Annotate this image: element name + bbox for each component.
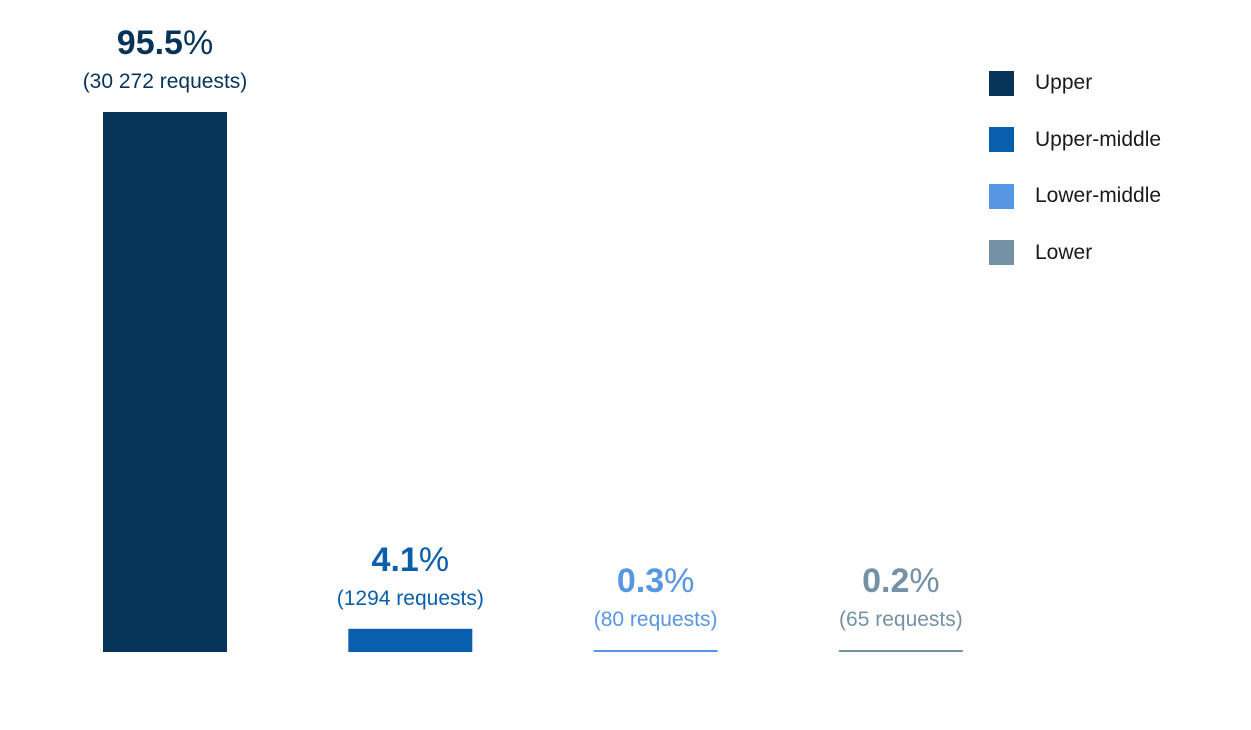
bar-upper bbox=[103, 112, 227, 652]
legend-item-lower: Lower bbox=[989, 240, 1161, 266]
legend-label-lower-middle: Lower-middle bbox=[1035, 184, 1162, 207]
bar-lower bbox=[838, 650, 963, 652]
legend-swatch-upper-middle bbox=[989, 127, 1014, 152]
bar-upper-middle bbox=[348, 628, 473, 652]
legend: Upper Upper-middle Lower-middle Lower bbox=[989, 70, 1161, 296]
legend-item-upper: Upper bbox=[989, 70, 1161, 96]
legend-item-lower-middle: Lower-middle bbox=[989, 183, 1161, 209]
legend-swatch-upper bbox=[989, 70, 1014, 96]
legend-item-upper-middle: Upper-middle bbox=[989, 127, 1161, 153]
count-label-upper-middle: (1294 requests) bbox=[337, 587, 484, 610]
value-label-lower-middle: 0.3% bbox=[617, 562, 695, 600]
value-label-upper-middle: 4.1% bbox=[372, 541, 450, 579]
count-label-upper: (30 272 requests) bbox=[83, 70, 248, 93]
legend-label-upper: Upper bbox=[1035, 71, 1093, 94]
legend-label-upper-middle: Upper-middle bbox=[1035, 127, 1162, 151]
legend-swatch-lower-middle bbox=[989, 183, 1014, 209]
legend-label-lower: Lower bbox=[1035, 240, 1093, 264]
legend-swatch-lower bbox=[989, 240, 1014, 265]
count-label-lower: (65 requests) bbox=[839, 608, 963, 631]
bar-lower-middle bbox=[593, 650, 718, 652]
value-label-lower: 0.2% bbox=[862, 562, 940, 600]
count-label-lower-middle: (80 requests) bbox=[594, 608, 718, 631]
value-label-upper: 95.5% bbox=[117, 24, 213, 62]
